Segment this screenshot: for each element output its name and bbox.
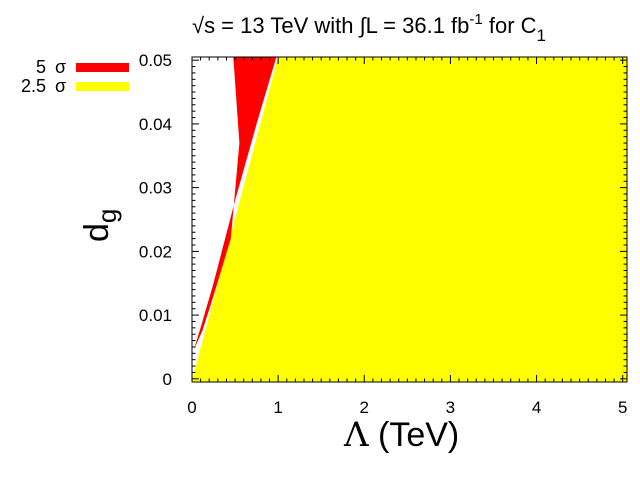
axis-ticks [191,57,627,382]
plot-area [192,57,627,382]
chart-title-subscript: 1 [537,26,546,45]
chart-title-main: √s = 13 TeV with ∫L = 36.1 fb [192,13,469,38]
y-tick-label: 0 [163,370,172,389]
legend-sigma-symbol: σ [55,76,66,96]
x-tick-label: 0 [187,398,196,417]
y-tick-label: 0.05 [139,51,172,70]
legend-sigma-value: 2.5 [21,76,46,96]
y-tick-label: 0.04 [139,115,172,134]
legend-swatch [76,82,129,91]
x-tick-label: 4 [532,398,541,417]
x-tick-label: 5 [618,398,627,417]
legend: 5 σ2.5 σ [21,57,129,96]
chart-title-mid: for C [483,13,537,38]
y-tick-label: 0.02 [139,242,172,261]
x-axis-label-symbol: Λ [343,415,369,455]
x-axis-label: Λ (TeV) [343,415,459,455]
y-axis-label-subscript: g [92,209,122,223]
y-axis-label-base: d [78,223,116,242]
x-axis-label-unit: (TeV) [369,416,460,454]
legend-sigma-symbol: σ [55,57,66,77]
axis-tick-labels: 0 1 2 3 4 5 0 0.01 0.02 0.03 0.04 0.05 [139,51,628,417]
y-tick-label: 0.03 [139,179,172,198]
legend-swatch [76,63,129,72]
chart-title-exponent: -1 [469,11,482,28]
y-tick-label: 0.01 [139,306,172,325]
x-tick-label: 3 [446,398,455,417]
legend-item: 2.5 σ [21,76,129,96]
x-tick-label: 2 [360,398,369,417]
legend-sigma-value: 5 [36,57,46,77]
x-tick-label: 1 [273,398,282,417]
y-axis-label: dg [78,209,122,242]
region-2-5-sigma [192,57,627,382]
chart-title: √s = 13 TeV with ∫L = 36.1 fb-1 for C1 [192,11,546,45]
